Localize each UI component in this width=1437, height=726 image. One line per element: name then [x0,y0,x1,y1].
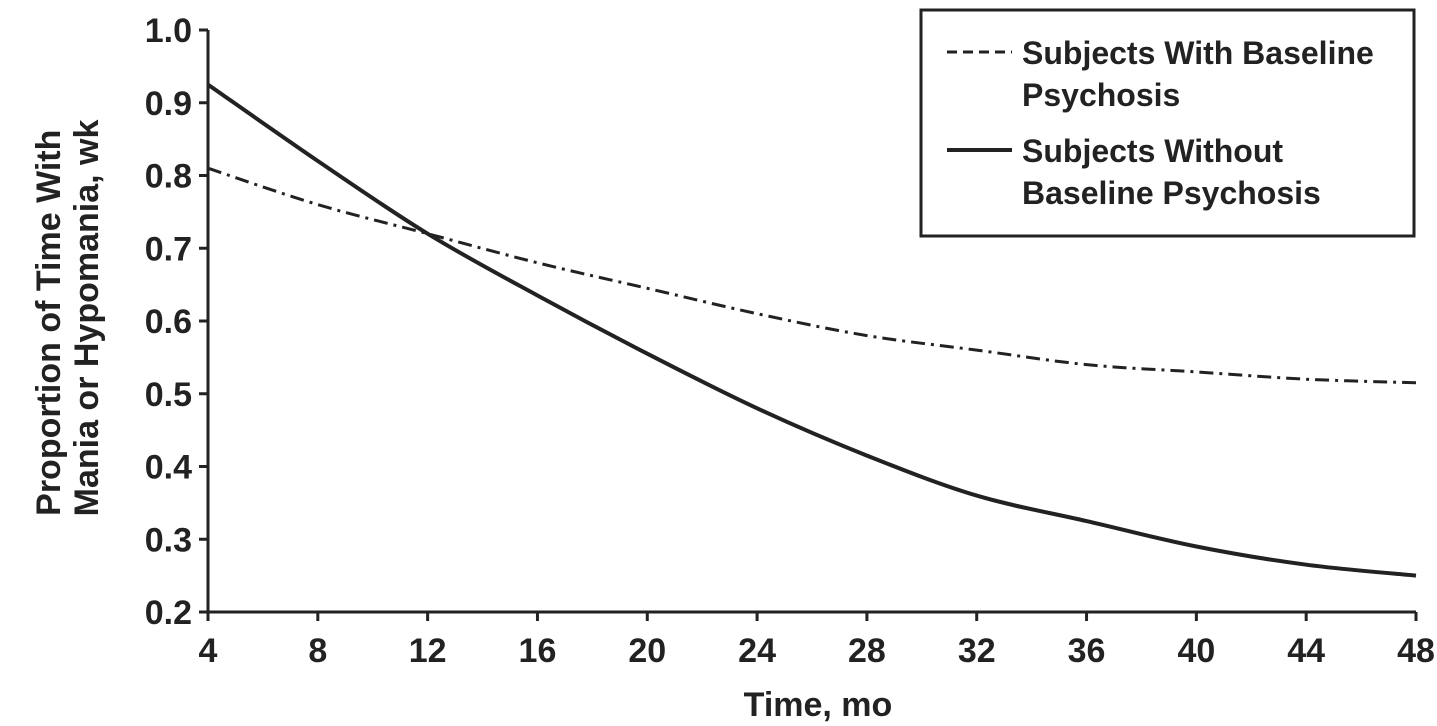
y-ticks: 0.2 0.3 0.4 0.5 0.6 0.7 0.8 0.9 1.0 [145,12,208,632]
series-line-with-psychosis [207,166,1417,385]
y-tick-label: 0.5 [145,376,192,414]
legend-label-with-psychosis-line-1: Subjects With Baseline [1022,35,1374,71]
y-tick-label: 0.8 [145,158,192,196]
y-tick-label: 0.6 [145,303,192,341]
y-tick-label: 0.7 [145,230,192,268]
legend-label-with-psychosis: Subjects With Baseline Psychosis [1022,35,1383,113]
y-axis-title-line-2: Mania or Hypomania, wk [68,120,106,517]
x-tick-label: 28 [848,632,886,670]
y-tick-label: 0.2 [145,594,192,632]
x-tick-label: 4 [199,632,218,670]
x-tick-label: 48 [1397,632,1435,670]
legend-label-with-psychosis-line-2: Psychosis [1022,77,1180,113]
y-tick-label: 0.3 [145,521,192,559]
legend-box [919,8,1416,238]
x-tick-label: 12 [409,632,447,670]
y-tick-label: 1.0 [145,12,192,50]
x-tick-label: 20 [628,632,666,670]
legend: Subjects With Baseline Psychosis Subject… [919,8,1416,238]
x-axis-title: Time, mo [744,686,893,724]
y-axis-title-line-1: Proportion of Time With [30,130,68,516]
x-tick-label: 36 [1068,632,1106,670]
series-line-without-psychosis [206,82,1417,578]
legend-label-without-psychosis-line-2: Baseline Psychosis [1022,175,1321,211]
legend-label-without-psychosis-line-1: Subjects Without [1022,133,1283,169]
x-tick-label: 32 [958,632,996,670]
legend-label-without-psychosis: Subjects Without Baseline Psychosis [1022,133,1321,211]
series-layer [206,82,1417,578]
y-tick-label: 0.4 [145,449,192,487]
x-tick-label: 40 [1177,632,1215,670]
y-tick-label: 0.9 [145,85,192,123]
x-tick-label: 24 [738,632,776,670]
x-ticks: 4 8 12 16 20 24 28 32 36 40 44 48 [199,612,1435,670]
x-tick-label: 16 [519,632,557,670]
x-tick-label: 8 [308,632,327,670]
y-axis-title: Proportion of Time With Mania or Hypoman… [30,120,106,517]
x-tick-label: 44 [1287,632,1325,670]
